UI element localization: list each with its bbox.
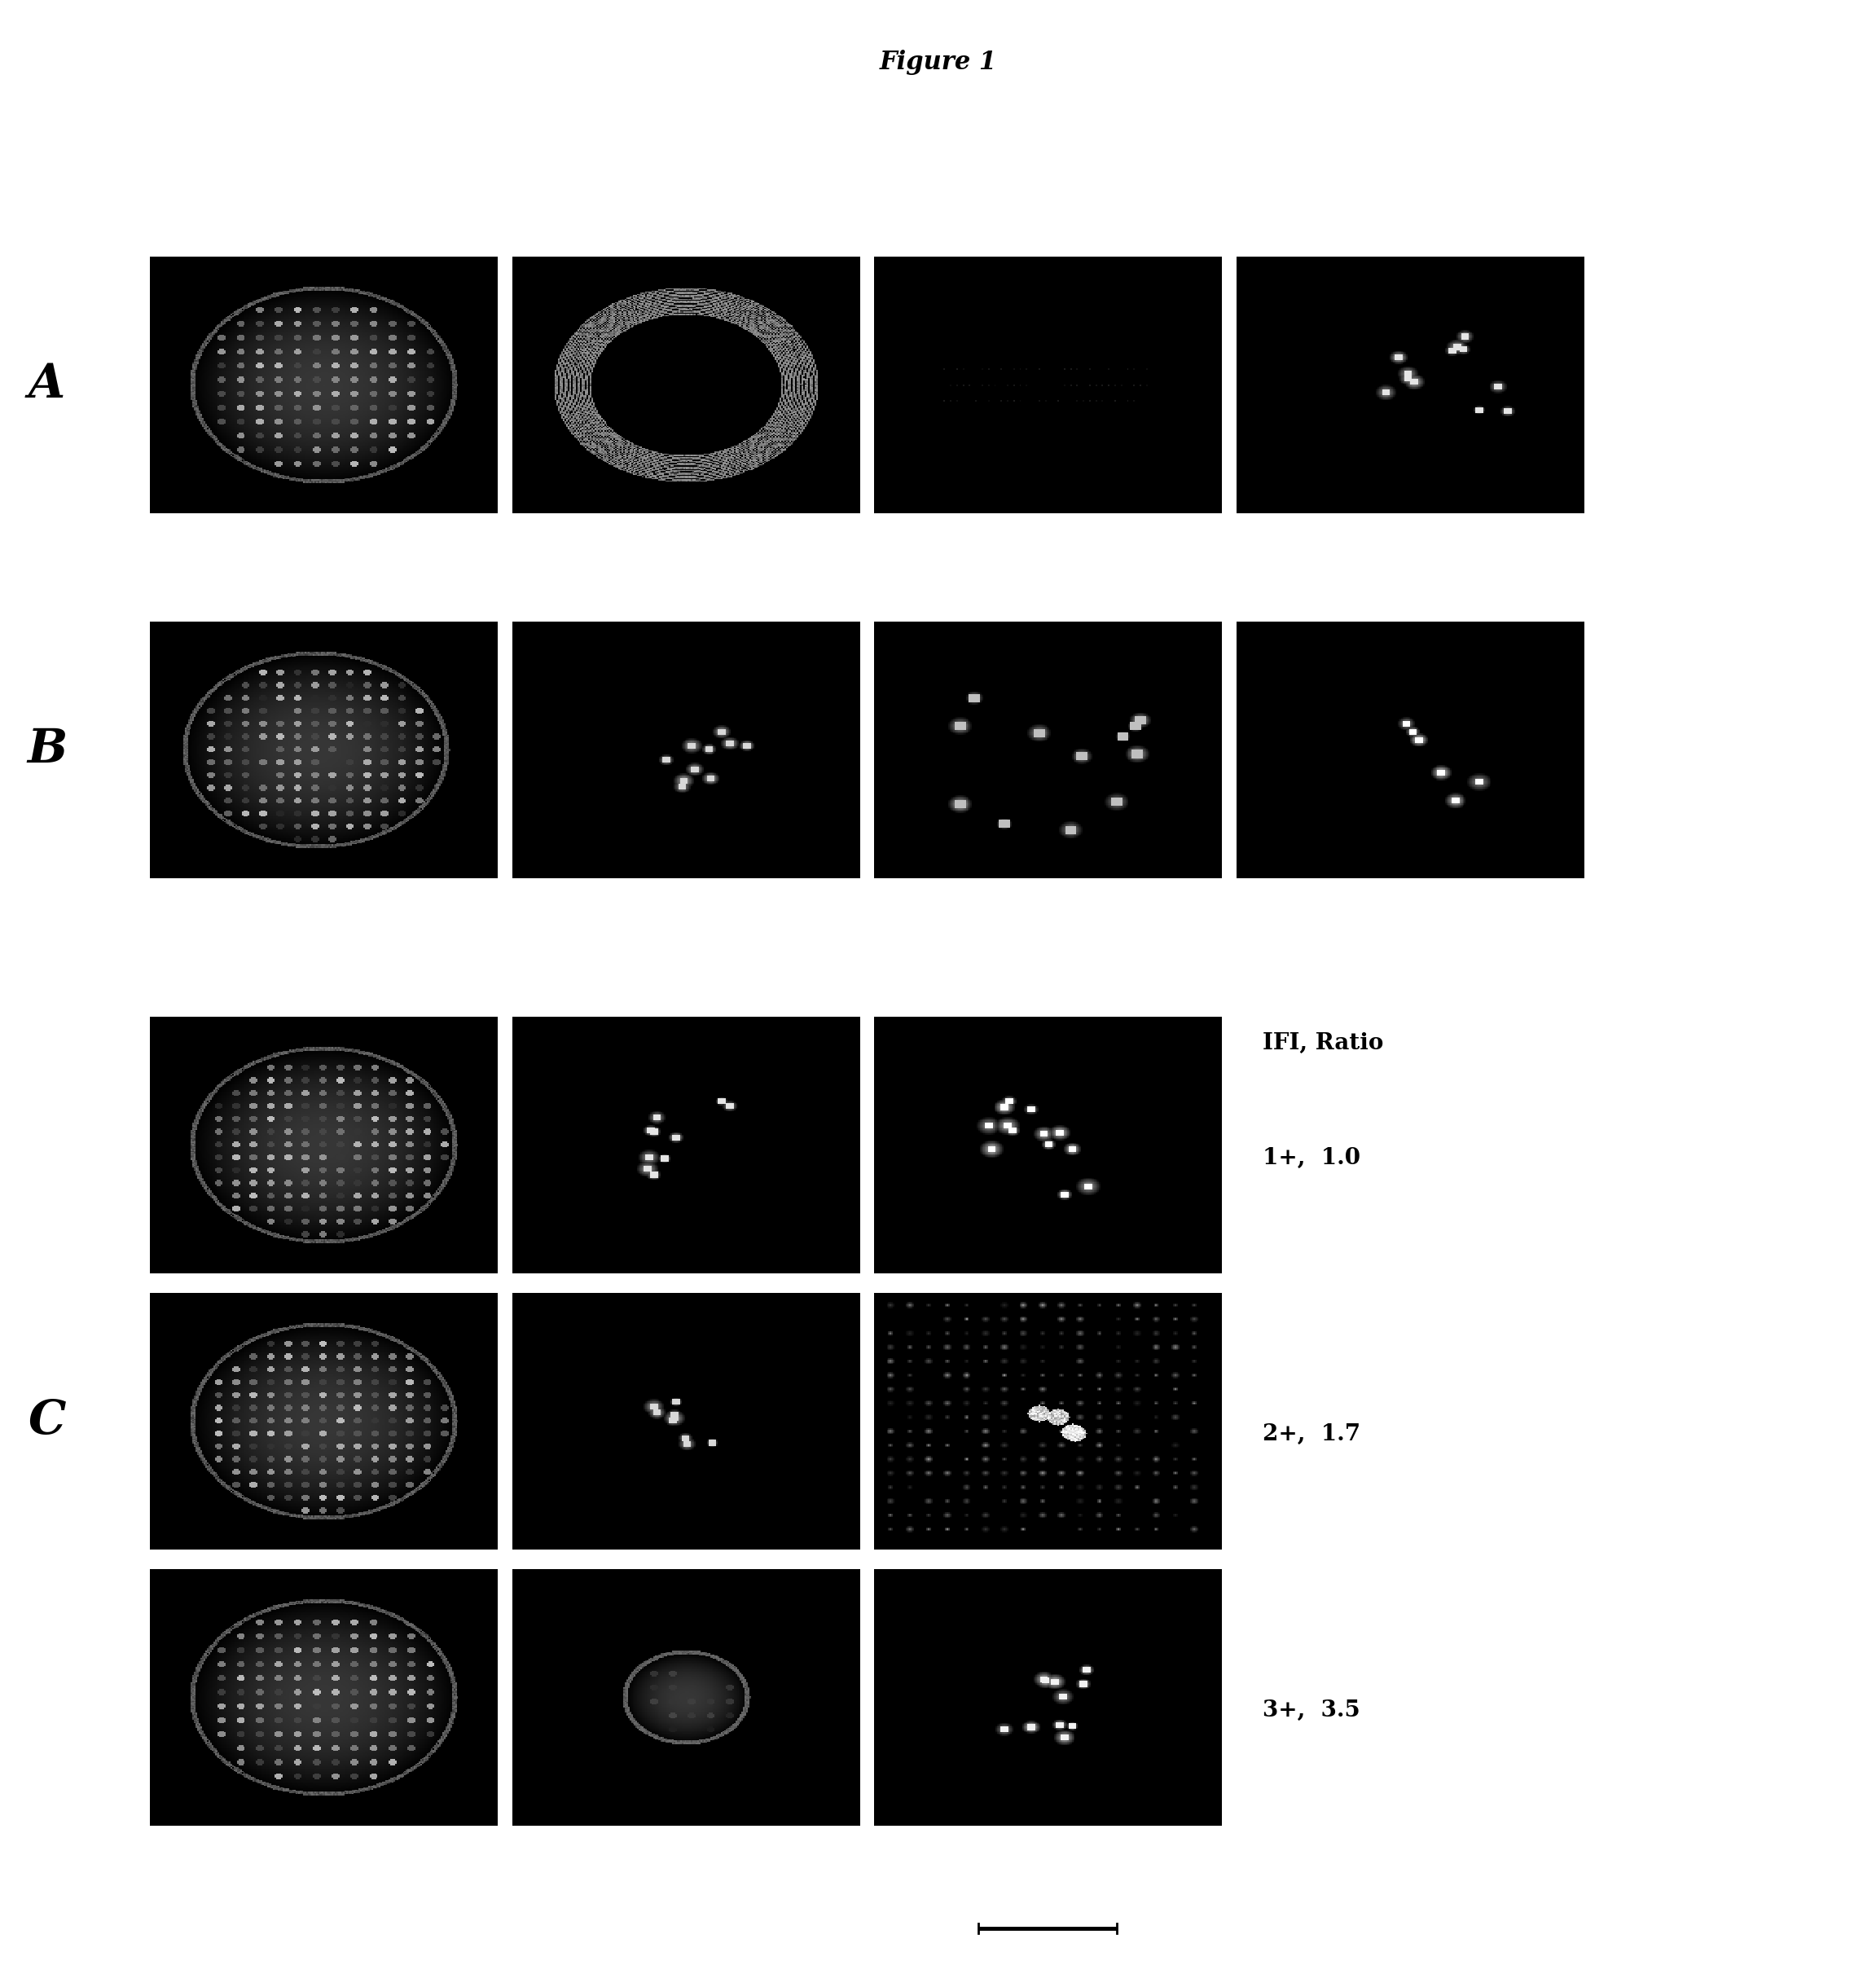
Text: A: A [28, 361, 66, 409]
Text: C: C [28, 1398, 66, 1445]
Text: Figure 1: Figure 1 [880, 49, 996, 75]
Text: 1+,  1.0: 1+, 1.0 [1263, 1147, 1360, 1169]
Text: B: B [26, 726, 68, 774]
Text: IFI, Ratio: IFI, Ratio [1263, 1032, 1383, 1054]
Text: 3+,  3.5: 3+, 3.5 [1263, 1700, 1360, 1721]
Text: 2+,  1.7: 2+, 1.7 [1263, 1423, 1360, 1445]
